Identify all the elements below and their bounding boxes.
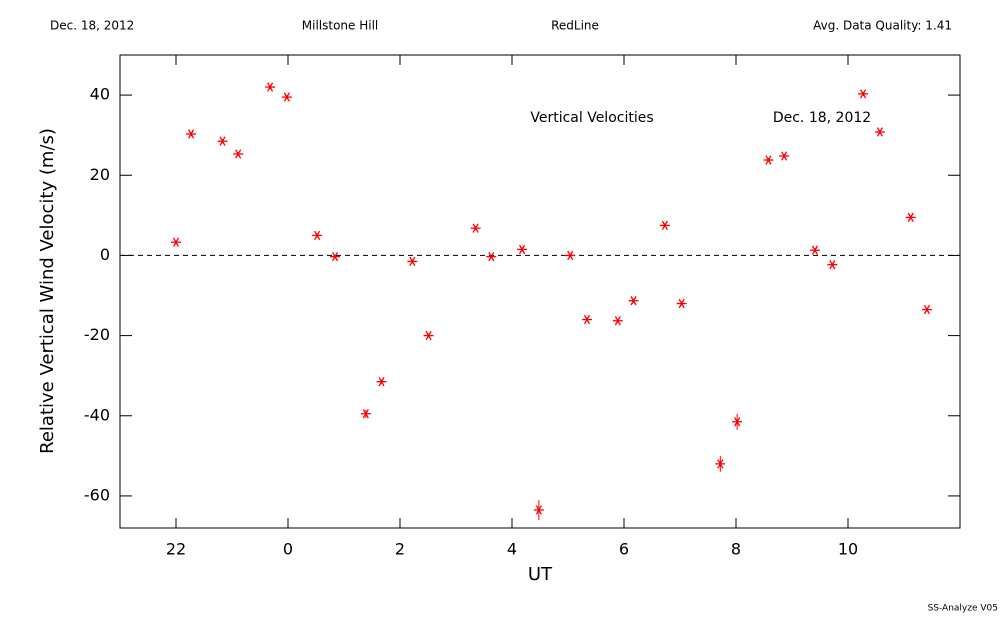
- point: [312, 230, 323, 241]
- annotation: Dec. 18, 2012: [773, 110, 871, 126]
- star-stroke: [614, 316, 621, 326]
- point: [423, 330, 434, 341]
- point: [659, 220, 670, 231]
- star-stroke: [172, 237, 180, 247]
- star-stroke: [267, 82, 274, 92]
- point: [186, 129, 197, 139]
- x-tick-label: 22: [166, 540, 186, 559]
- star-stroke: [923, 304, 931, 315]
- x-tick-label: 4: [507, 540, 517, 559]
- star-stroke: [907, 212, 914, 223]
- point: [676, 298, 687, 309]
- point: [360, 409, 371, 419]
- star-stroke: [409, 256, 416, 267]
- annotation: Vertical Velocities: [530, 110, 653, 126]
- star-stroke: [188, 129, 195, 139]
- point: [779, 151, 790, 161]
- x-tick-label: 0: [283, 540, 293, 559]
- point: [905, 212, 916, 223]
- point: [763, 155, 774, 165]
- point: [628, 296, 639, 306]
- x-tick-label: 2: [395, 540, 405, 559]
- y-tick-label: -40: [84, 405, 110, 424]
- y-tick-label: -20: [84, 325, 110, 344]
- star-stroke: [362, 409, 369, 419]
- star-stroke: [860, 89, 867, 99]
- star-stroke: [519, 244, 526, 255]
- point: [486, 251, 497, 262]
- point: [732, 417, 743, 427]
- x-tick-label: 10: [838, 540, 858, 559]
- star-stroke: [734, 417, 741, 427]
- star-stroke: [811, 245, 819, 255]
- header-quality: Avg. Data Quality: 1.41: [813, 19, 952, 33]
- footer: SS-Analyze V05: [928, 604, 998, 614]
- y-tick-label: 0: [100, 245, 110, 264]
- header-site: Millstone Hill: [302, 19, 378, 33]
- point: [612, 316, 623, 326]
- point: [809, 245, 820, 255]
- x-tick-label: 8: [731, 540, 741, 559]
- point: [376, 377, 387, 387]
- point: [533, 505, 544, 515]
- header-date: Dec. 18, 2012: [50, 19, 134, 33]
- star-stroke: [661, 220, 668, 231]
- star-stroke: [378, 377, 385, 387]
- point: [217, 136, 228, 146]
- y-tick-label: 20: [90, 165, 110, 184]
- point: [921, 304, 932, 315]
- point: [858, 89, 869, 99]
- star-stroke: [765, 155, 772, 165]
- star-stroke: [283, 92, 290, 102]
- y-axis-label: Relative Vertical Wind Velocity (m/s): [37, 128, 58, 454]
- plot-frame: [119, 54, 961, 529]
- star-stroke: [678, 298, 685, 309]
- star-stroke: [472, 223, 479, 233]
- point: [407, 256, 418, 267]
- y-tick-label: -60: [84, 485, 110, 504]
- point: [171, 237, 181, 247]
- x-axis-label: UT: [528, 564, 553, 585]
- star-stroke: [630, 296, 637, 306]
- star-stroke: [425, 330, 432, 341]
- star-stroke: [488, 251, 495, 262]
- point: [715, 459, 726, 469]
- point: [565, 250, 576, 261]
- star-stroke: [876, 127, 883, 137]
- header-line: RedLine: [551, 19, 599, 33]
- star-stroke: [781, 151, 788, 161]
- point: [265, 82, 276, 92]
- star-stroke: [567, 250, 574, 261]
- x-tick-label: 6: [619, 540, 629, 559]
- star-stroke: [583, 314, 591, 325]
- star-stroke: [829, 259, 836, 270]
- point: [874, 127, 885, 137]
- point: [517, 244, 528, 255]
- star-stroke: [331, 251, 339, 262]
- point: [233, 149, 244, 159]
- y-tick-label: 40: [90, 85, 110, 104]
- star-stroke: [717, 459, 724, 469]
- star-stroke: [235, 149, 242, 159]
- star-stroke: [535, 505, 542, 515]
- star-stroke: [219, 136, 226, 146]
- star-stroke: [314, 230, 321, 241]
- point: [330, 251, 341, 262]
- point: [281, 92, 292, 102]
- point: [582, 314, 593, 325]
- point: [827, 259, 838, 270]
- point: [470, 223, 481, 233]
